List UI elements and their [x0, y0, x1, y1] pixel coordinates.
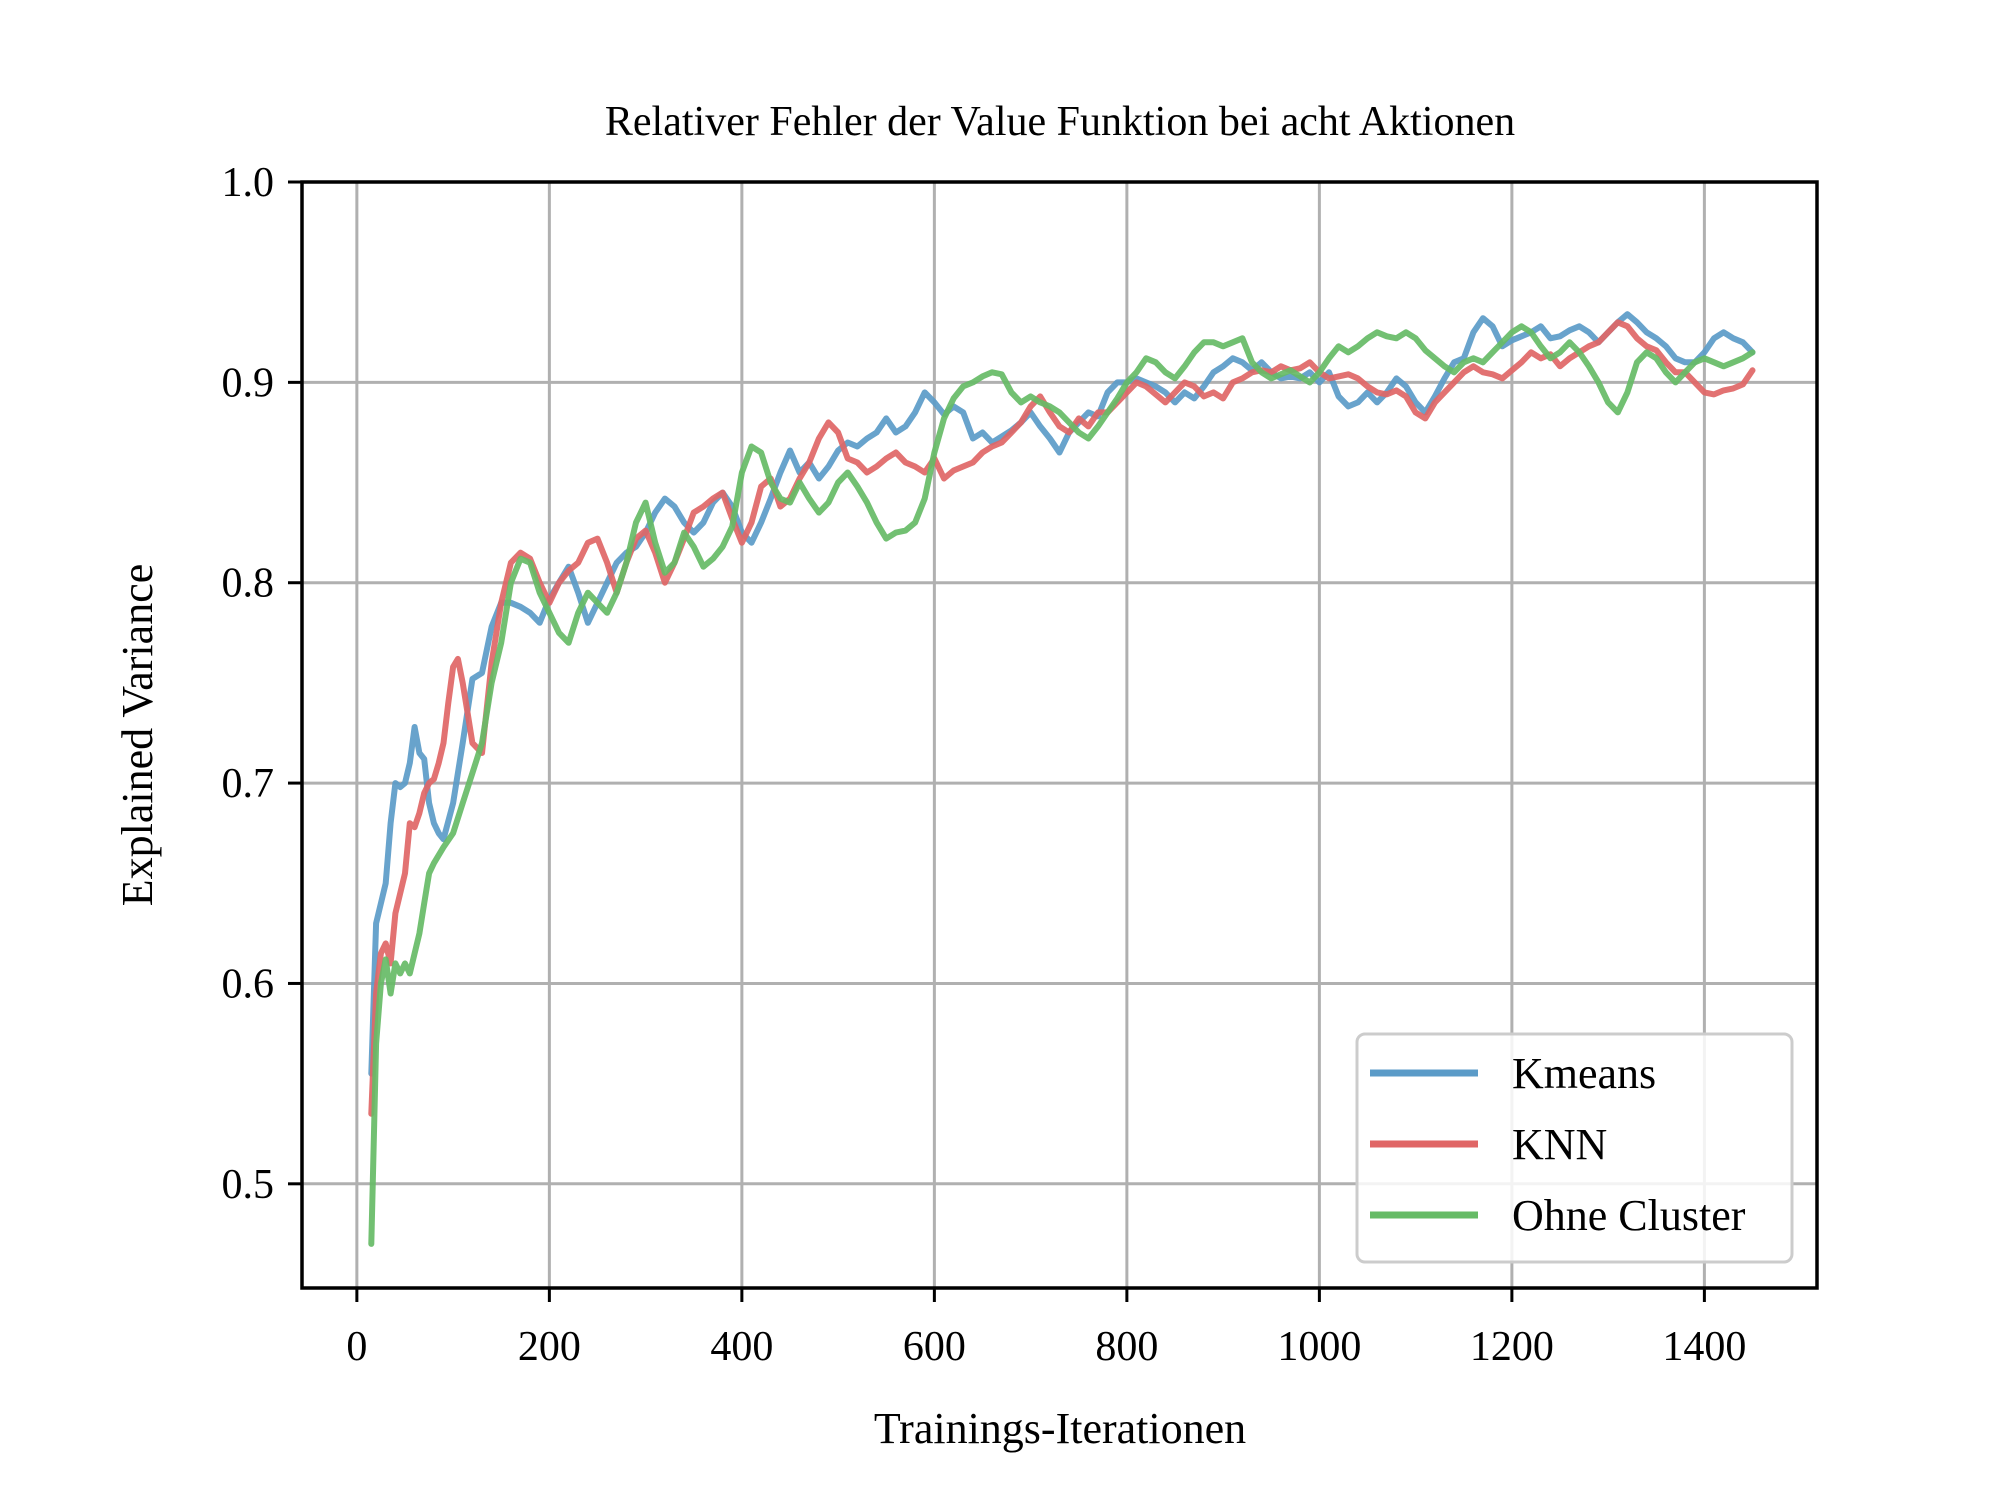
series-line-ohne-cluster: [368, 323, 1756, 1247]
x-tick-label: 400: [710, 1324, 773, 1370]
x-tick-label: 0: [346, 1324, 367, 1370]
y-tick-label: 0.7: [222, 761, 275, 807]
chart-title: Relativer Fehler der Value Funktion bei …: [605, 99, 1515, 145]
legend-label-ohne-cluster: Ohne Cluster: [1512, 1191, 1746, 1240]
x-axis-label: Trainings-Iterationen: [874, 1404, 1246, 1453]
y-tick-label: 1.0: [222, 160, 275, 206]
series-line-knn: [368, 319, 1756, 1117]
legend-label-knn: KNN: [1512, 1120, 1607, 1169]
legend-label-kmeans: Kmeans: [1512, 1049, 1656, 1098]
x-tick-label: 200: [518, 1324, 581, 1370]
x-tick-label: 1000: [1277, 1324, 1361, 1370]
x-tick-label: 800: [1095, 1324, 1158, 1370]
y-tick-label: 0.6: [222, 961, 275, 1007]
ticks-layer: 0 200 400 600 800 1000 1200 1400 0.5 0.6 0.7 0.8 0.9…: [222, 160, 1747, 1370]
y-tick-label: 0.9: [222, 360, 275, 406]
legend-box: [1355, 1032, 1794, 1264]
series-layer: [368, 311, 1756, 1247]
plot-frame: [300, 180, 1819, 1290]
y-tick-label: 0.5: [222, 1162, 275, 1208]
y-axis-label: Explained Variance: [113, 564, 162, 906]
y-tick-label: 0.8: [222, 561, 275, 607]
x-tick-label: 1400: [1662, 1324, 1746, 1370]
legend: Kmeans KNN Ohne Cluster: [1355, 1032, 1794, 1264]
x-tick-label: 1200: [1470, 1324, 1554, 1370]
x-tick-label: 600: [903, 1324, 966, 1370]
